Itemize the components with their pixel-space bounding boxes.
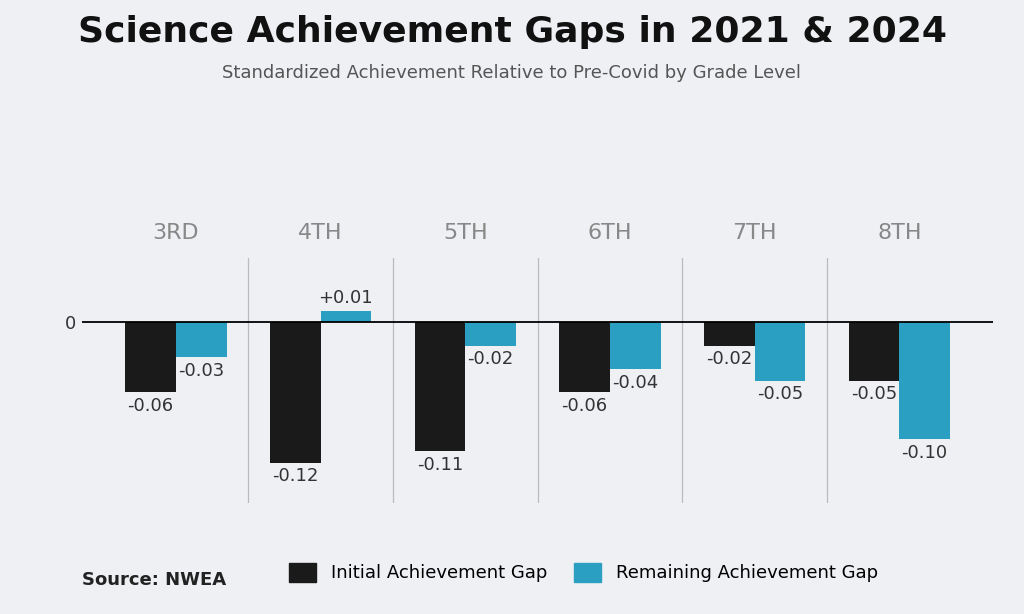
Text: 8TH: 8TH bbox=[877, 222, 922, 243]
Text: -0.02: -0.02 bbox=[468, 350, 514, 368]
Text: 3RD: 3RD bbox=[153, 222, 200, 243]
Text: -0.03: -0.03 bbox=[178, 362, 224, 380]
Bar bbox=[559, 322, 610, 392]
Text: -0.04: -0.04 bbox=[612, 374, 658, 392]
Text: -0.06: -0.06 bbox=[128, 397, 174, 415]
Text: 5TH: 5TH bbox=[443, 222, 487, 243]
Bar bbox=[176, 322, 226, 357]
Text: Science Achievement Gaps in 2021 & 2024: Science Achievement Gaps in 2021 & 2024 bbox=[78, 15, 946, 49]
Bar bbox=[415, 322, 465, 451]
Text: -0.10: -0.10 bbox=[901, 444, 947, 462]
Text: -0.06: -0.06 bbox=[561, 397, 607, 415]
Legend: Initial Achievement Gap, Remaining Achievement Gap: Initial Achievement Gap, Remaining Achie… bbox=[283, 555, 885, 589]
Text: -0.11: -0.11 bbox=[417, 456, 463, 473]
Text: -0.05: -0.05 bbox=[757, 386, 803, 403]
Bar bbox=[125, 322, 176, 392]
Text: 4TH: 4TH bbox=[298, 222, 343, 243]
Bar bbox=[703, 322, 755, 346]
Text: +0.01: +0.01 bbox=[318, 289, 373, 307]
Text: Source: NWEA: Source: NWEA bbox=[82, 572, 226, 589]
Bar bbox=[899, 322, 950, 439]
Text: -0.02: -0.02 bbox=[707, 350, 753, 368]
Bar bbox=[321, 311, 372, 322]
Bar bbox=[610, 322, 660, 369]
Bar bbox=[849, 322, 899, 381]
Text: 7TH: 7TH bbox=[732, 222, 777, 243]
Bar bbox=[755, 322, 805, 381]
Text: -0.12: -0.12 bbox=[272, 467, 318, 485]
Text: Standardized Achievement Relative to Pre-Covid by Grade Level: Standardized Achievement Relative to Pre… bbox=[222, 64, 802, 82]
Bar bbox=[270, 322, 321, 462]
Text: 6TH: 6TH bbox=[588, 222, 632, 243]
Text: -0.05: -0.05 bbox=[851, 386, 897, 403]
Bar bbox=[465, 322, 516, 346]
